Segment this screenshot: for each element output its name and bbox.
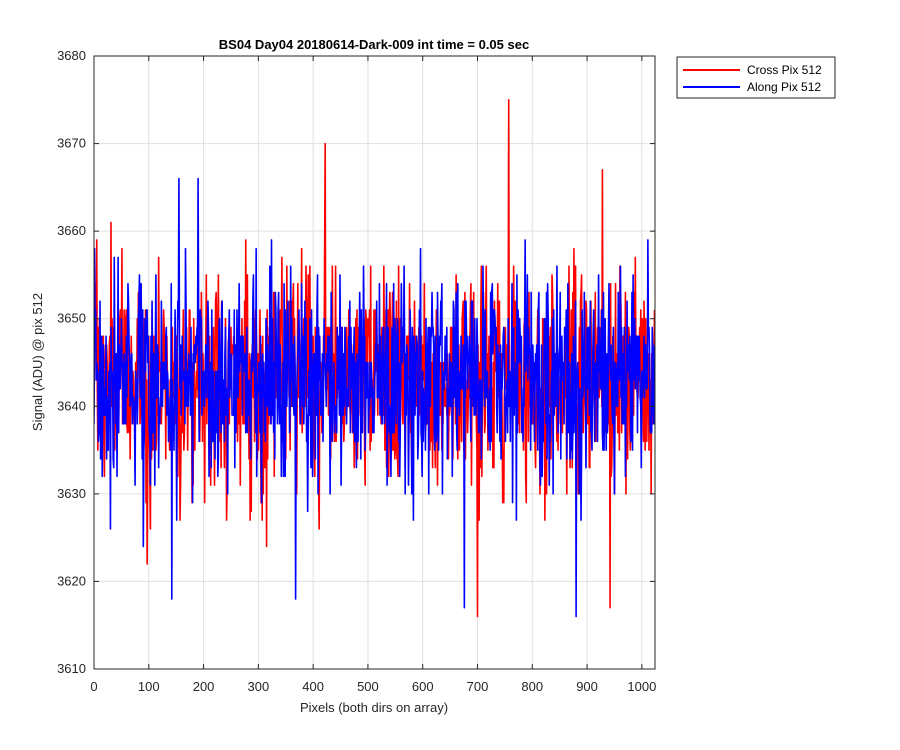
series-layer <box>94 98 655 618</box>
series-line-along-pix-512 <box>94 177 655 618</box>
legend-box <box>676 56 836 99</box>
x-tick-label: 0 <box>90 679 97 694</box>
legend[interactable]: Cross Pix 512 Along Pix 512 <box>676 56 836 99</box>
x-tick-label: 500 <box>357 679 379 694</box>
y-axis-label: Signal (ADU) @ pix 512 <box>30 293 45 431</box>
y-tick-label: 3630 <box>57 486 86 501</box>
x-tick-label: 400 <box>302 679 324 694</box>
axis-ticks: 0 100 200 300 400 500 600 700 800 900 1000 3610 3620… <box>57 48 656 694</box>
x-axis-label: Pixels (both dirs on array) <box>300 700 448 715</box>
x-tick-label: 300 <box>248 679 270 694</box>
y-tick-label: 3680 <box>57 48 86 63</box>
plot-area-border <box>93 55 656 670</box>
chart-title: BS04 Day04 20180614-Dark-009 int time = … <box>219 37 529 52</box>
y-tick-label: 3620 <box>57 573 86 588</box>
x-tick-label: 700 <box>467 679 489 694</box>
x-tick-label: 1000 <box>627 679 656 694</box>
y-tick-label: 3670 <box>57 136 86 151</box>
x-tick-label: 600 <box>412 679 434 694</box>
y-tick-label: 3660 <box>57 223 86 238</box>
y-tick-label: 3650 <box>57 311 86 326</box>
y-tick-label: 3640 <box>57 398 86 413</box>
legend-entry-cross: Cross Pix 512 <box>747 63 822 77</box>
x-tick-label: 100 <box>138 679 160 694</box>
y-tick-label: 3610 <box>57 661 86 676</box>
x-tick-label: 900 <box>576 679 598 694</box>
legend-entry-along: Along Pix 512 <box>747 80 821 94</box>
x-tick-label: 200 <box>193 679 215 694</box>
x-tick-label: 800 <box>521 679 543 694</box>
